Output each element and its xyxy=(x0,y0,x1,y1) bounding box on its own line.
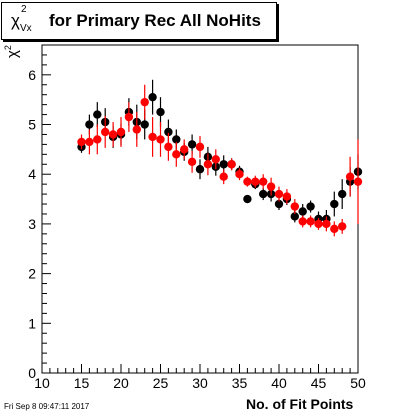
red-data-point xyxy=(243,177,252,186)
red-data-point xyxy=(211,155,220,164)
black-data-point xyxy=(219,160,228,169)
black-data-point xyxy=(338,189,347,199)
red-data-point xyxy=(156,135,165,144)
title-superscript: 2 xyxy=(21,4,27,15)
black-data-point xyxy=(274,199,284,209)
x-tick-label: 15 xyxy=(74,375,90,391)
black-data-point xyxy=(195,165,205,174)
red-data-point xyxy=(306,217,315,226)
timestamp: Fri Sep 8 09:47:11 2017 xyxy=(4,402,90,411)
red-data-point xyxy=(164,142,173,152)
red-data-point xyxy=(290,202,299,211)
y-tick-label: 6 xyxy=(28,67,36,83)
red-data-point xyxy=(148,132,157,142)
red-data-point xyxy=(345,172,355,181)
title-chi: χ xyxy=(11,11,20,30)
x-tick-label: 35 xyxy=(232,375,248,391)
x-tick-label: 30 xyxy=(192,375,208,391)
y-tick-label: 4 xyxy=(28,166,36,182)
marks-layer xyxy=(77,79,363,237)
red-data-point xyxy=(140,97,149,107)
x-axis-label: No. of Fit Points xyxy=(246,396,354,412)
red-data-point xyxy=(235,170,244,179)
red-data-point xyxy=(116,127,126,137)
black-data-point xyxy=(259,189,268,199)
black-data-point xyxy=(148,92,157,102)
red-data-point xyxy=(266,182,276,191)
black-data-point xyxy=(243,194,252,204)
title-text: for Primary Rec All NoHits xyxy=(49,11,261,30)
title-box: χ 2 Vx for Primary Rec All NoHits xyxy=(1,2,277,40)
x-tick-label: 25 xyxy=(153,375,169,391)
red-data-point xyxy=(124,112,134,122)
red-data-point xyxy=(227,160,236,169)
red-data-point xyxy=(180,145,189,154)
red-data-point xyxy=(314,219,323,229)
black-data-point xyxy=(140,120,149,129)
black-data-point xyxy=(156,107,165,117)
x-tick-label: 40 xyxy=(271,375,287,391)
y-tick-label: 5 xyxy=(28,117,36,133)
red-data-point xyxy=(77,137,86,147)
black-data-point xyxy=(93,110,102,119)
y-axis-label-symbol: χ xyxy=(4,50,21,58)
red-data-point xyxy=(187,157,197,166)
black-data-point xyxy=(330,199,339,209)
y-axis-label-sup: 2 xyxy=(3,45,13,51)
red-data-point xyxy=(353,177,363,186)
red-data-point xyxy=(93,135,102,144)
x-tick-label: 10 xyxy=(34,375,50,391)
red-data-point xyxy=(172,150,181,159)
black-data-point xyxy=(85,120,94,129)
red-data-point xyxy=(322,219,331,229)
red-data-point xyxy=(132,125,141,134)
red-data-point xyxy=(282,192,292,201)
red-data-point xyxy=(85,137,94,147)
black-data-point xyxy=(290,212,299,221)
y-tick-label: 3 xyxy=(28,216,36,232)
black-data-point xyxy=(164,127,173,137)
red-data-point xyxy=(274,189,284,199)
black-data-point xyxy=(187,140,197,149)
red-data-point xyxy=(101,127,110,137)
red-data-point xyxy=(108,130,118,139)
red-data-point xyxy=(298,217,307,226)
y-axis-label: χ2 xyxy=(3,45,21,58)
x-tick-label: 20 xyxy=(113,375,129,391)
black-data-point xyxy=(298,207,307,216)
red-data-point xyxy=(195,142,205,152)
red-data-point xyxy=(259,177,268,186)
red-data-point xyxy=(219,172,228,181)
red-data-point xyxy=(330,224,339,234)
red-data-point xyxy=(203,160,213,169)
red-data-point xyxy=(251,177,260,186)
x-tick-label: 50 xyxy=(350,375,366,391)
black-data-point xyxy=(172,135,181,144)
black-data-point xyxy=(306,202,315,211)
y-tick-label: 1 xyxy=(28,315,36,331)
title-subscript: Vx xyxy=(20,23,32,34)
y-tick-label: 0 xyxy=(28,365,36,381)
red-data-point xyxy=(338,222,347,231)
y-tick-label: 2 xyxy=(28,266,36,282)
x-tick-label: 45 xyxy=(311,375,327,391)
title-symbol: χ 2 Vx xyxy=(11,4,32,34)
